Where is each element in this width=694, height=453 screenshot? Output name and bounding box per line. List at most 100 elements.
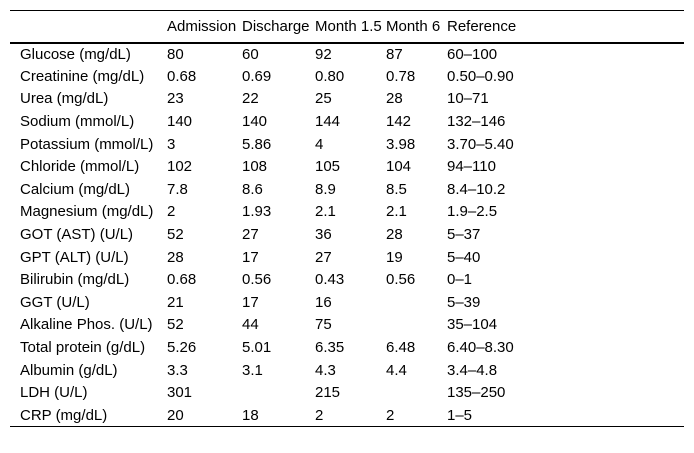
cell-value: 105 xyxy=(315,158,341,176)
cell-value: 140 xyxy=(242,113,268,131)
cell-value: 301 xyxy=(167,384,193,402)
cell-value: 7.8 xyxy=(167,180,188,198)
column-header: Month 1.5 xyxy=(315,10,386,44)
cell-value: 1.9–2.5 xyxy=(447,203,498,221)
cell-value: 6.40–8.30 xyxy=(447,339,514,357)
row-label: Potassium (mmol/L) xyxy=(20,135,154,153)
cell-value: 2 xyxy=(315,406,324,424)
cell-value: 28 xyxy=(386,226,403,244)
cell-value: 102 xyxy=(167,158,193,176)
row-label: Total protein (g/dL) xyxy=(20,339,146,357)
cell-value: 25 xyxy=(315,90,332,108)
cell-value: 60–100 xyxy=(447,45,498,63)
cell-value: 108 xyxy=(242,158,268,176)
table-row: LDH (U/L) 301 215 135–250 xyxy=(10,381,684,404)
header-row: Admission Discharge Month 1.5 Month 6 Refere… xyxy=(10,10,684,44)
table-row: Creatinine (mg/dL) 0.68 0.69 0.80 0.78 0.50–0… xyxy=(10,65,684,88)
cell-value xyxy=(386,291,447,314)
cell-value: 5–39 xyxy=(447,293,481,311)
cell-value: 17 xyxy=(242,248,259,266)
cell-value: 94–110 xyxy=(447,158,496,176)
row-label: Creatinine (mg/dL) xyxy=(20,67,145,85)
cell-value: 0.56 xyxy=(386,271,416,289)
cell-value: 21 xyxy=(167,293,184,311)
cell-value: 0.56 xyxy=(242,271,272,289)
cell-value: 5.26 xyxy=(167,339,197,357)
cell-value: 215 xyxy=(315,384,341,402)
column-header: Month 6 xyxy=(386,10,447,44)
row-label: Chloride (mmol/L) xyxy=(20,158,140,176)
cell-value: 135–250 xyxy=(447,384,506,402)
cell-value: 52 xyxy=(167,316,184,334)
cell-value: 22 xyxy=(242,90,259,108)
column-header: Admission xyxy=(167,10,242,44)
cell-value: 60 xyxy=(242,45,259,63)
cell-value: 8.6 xyxy=(242,180,263,198)
lab-results-table: Admission Discharge Month 1.5 Month 6 Refere… xyxy=(10,10,684,428)
table-row: Urea (mg/dL) 23 22 25 28 10–71 xyxy=(10,88,684,111)
cell-value: 3.4–4.8 xyxy=(447,361,498,379)
cell-value: 17 xyxy=(242,293,259,311)
cell-value: 28 xyxy=(167,248,184,266)
row-label: Urea (mg/dL) xyxy=(20,90,109,108)
row-label: Sodium (mmol/L) xyxy=(20,113,135,131)
cell-value: 2.1 xyxy=(315,203,336,221)
table-row: Bilirubin (mg/dL) 0.68 0.56 0.43 0.56 0–1 xyxy=(10,268,684,291)
cell-value: 35–104 xyxy=(447,316,498,334)
cell-value: 1–5 xyxy=(447,406,473,424)
table-row: CRP (mg/dL) 20 18 2 2 1–5 xyxy=(10,404,684,427)
table-row: GPT (ALT) (U/L) 28 17 27 19 5–40 xyxy=(10,246,684,269)
row-label: Bilirubin (mg/dL) xyxy=(20,271,130,289)
cell-value: 142 xyxy=(386,113,412,131)
cell-value: 0.50–0.90 xyxy=(447,67,514,85)
cell-value: 5.86 xyxy=(242,135,272,153)
cell-value: 2.1 xyxy=(386,203,407,221)
table-row: Glucose (mg/dL) 80 60 92 87 60–100 xyxy=(10,43,684,66)
row-label: Calcium (mg/dL) xyxy=(20,180,131,198)
cell-value: 132–146 xyxy=(447,113,506,131)
table-row: Potassium (mmol/L) 3 5.86 4 3.98 3.70–5.40 xyxy=(10,133,684,156)
cell-value: 1.93 xyxy=(242,203,272,221)
table-row: Alkaline Phos. (U/L) 52 44 75 35–104 xyxy=(10,314,684,337)
table-header: Admission Discharge Month 1.5 Month 6 Refere… xyxy=(10,10,684,44)
cell-value: 19 xyxy=(386,248,403,266)
row-label: GPT (ALT) (U/L) xyxy=(20,248,129,266)
cell-value: 16 xyxy=(315,293,332,311)
cell-value: 20 xyxy=(167,406,184,424)
cell-value: 8.9 xyxy=(315,180,336,198)
table-row: Total protein (g/dL) 5.26 5.01 6.35 6.48 6.40… xyxy=(10,336,684,359)
table-body: Glucose (mg/dL) 80 60 92 87 60–100 Creatinine … xyxy=(10,43,684,427)
cell-value xyxy=(386,314,447,337)
row-label-column-header xyxy=(10,10,167,44)
cell-value: 3.3 xyxy=(167,361,188,379)
cell-value: 44 xyxy=(242,316,259,334)
cell-value: 3.1 xyxy=(242,361,263,379)
cell-value: 3.70–5.40 xyxy=(447,135,514,153)
cell-value: 28 xyxy=(386,90,403,108)
cell-value: 92 xyxy=(315,45,332,63)
cell-value: 80 xyxy=(167,45,184,63)
column-header: Reference xyxy=(447,10,684,44)
row-label: Magnesium (mg/dL) xyxy=(20,203,154,221)
cell-value: 2 xyxy=(167,203,176,221)
table-row: Calcium (mg/dL) 7.8 8.6 8.9 8.5 8.4–10.2 xyxy=(10,178,684,201)
cell-value: 36 xyxy=(315,226,332,244)
cell-value: 8.4–10.2 xyxy=(447,180,506,198)
cell-value: 4.3 xyxy=(315,361,336,379)
cell-value: 23 xyxy=(167,90,184,108)
cell-value xyxy=(242,381,315,404)
cell-value: 0.68 xyxy=(167,67,197,85)
cell-value: 4.4 xyxy=(386,361,407,379)
row-label: GOT (AST) (U/L) xyxy=(20,226,134,244)
cell-value: 75 xyxy=(315,316,332,334)
cell-value: 144 xyxy=(315,113,341,131)
table-row: Albumin (g/dL) 3.3 3.1 4.3 4.4 3.4–4.8 xyxy=(10,359,684,382)
cell-value: 0.80 xyxy=(315,67,345,85)
cell-value: 6.48 xyxy=(386,339,416,357)
cell-value: 6.35 xyxy=(315,339,345,357)
cell-value: 0.69 xyxy=(242,67,272,85)
cell-value: 27 xyxy=(242,226,259,244)
row-label: Alkaline Phos. (U/L) xyxy=(20,316,153,334)
row-label: Glucose (mg/dL) xyxy=(20,45,131,63)
row-label: CRP (mg/dL) xyxy=(20,406,108,424)
